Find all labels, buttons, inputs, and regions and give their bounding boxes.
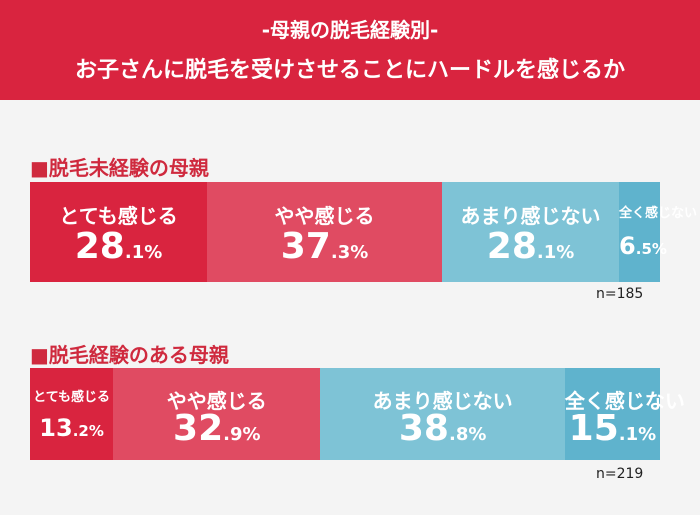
bar-segment-not-at-all: 全く感じない 15.1% xyxy=(564,368,685,460)
stacked-bar-experienced: とても感じる 13.2% やや感じる 32.9% あまり感じない 38.8% 全く感じない 1… xyxy=(30,368,685,460)
segment-category-label: あまり感じない xyxy=(372,388,513,413)
segment-value-label: 6.5% xyxy=(619,232,667,260)
chart-header: -母親の脱毛経験別- お子さんに脱毛を受けさせることにハードルを感じるか xyxy=(0,0,700,100)
segment-value-label: 28.1% xyxy=(74,226,163,267)
group-title-experienced: ■脱毛経験のある母親 xyxy=(30,343,229,367)
segment-value-label: 28.1% xyxy=(486,226,575,267)
segment-category-label: やや感じる xyxy=(166,388,267,413)
bar-segment-not-at-all: 全く感じない 6.5% xyxy=(619,182,698,282)
segment-value-label: 15.1% xyxy=(568,408,657,450)
segment-category-label: とても感じる xyxy=(33,390,111,406)
segment-category-label: あまり感じない xyxy=(460,204,601,228)
segment-category-label: 全く感じない xyxy=(619,206,698,221)
sample-size-experienced: n=219 xyxy=(596,466,644,482)
segment-category-label: とても感じる xyxy=(59,204,178,228)
segment-value-label: 13.2% xyxy=(39,414,104,442)
segment-category-label: やや感じる xyxy=(274,204,375,228)
sample-size-inexperienced: n=185 xyxy=(596,286,644,302)
bar-segment-very: とても感じる 28.1% xyxy=(30,182,208,282)
group-title-inexperienced: ■脱毛未経験の母親 xyxy=(30,156,209,180)
segment-value-label: 32.9% xyxy=(173,408,261,450)
segment-value-label: 38.8% xyxy=(398,408,487,450)
chart-title-line2: お子さんに脱毛を受けさせることにハードルを感じるか xyxy=(74,58,625,83)
segment-value-label: 37.3% xyxy=(280,226,369,267)
chart-title-line1: -母親の脱毛経験別- xyxy=(261,18,439,42)
bar-segment-somewhat: やや感じる 32.9% xyxy=(113,368,321,460)
bar-segment-not-much: あまり感じない 28.1% xyxy=(442,182,620,282)
bar-segment-somewhat: やや感じる 37.3% xyxy=(207,182,442,282)
segment-category-label: 全く感じない xyxy=(564,388,685,413)
bar-segment-very: とても感じる 13.2% xyxy=(30,368,114,460)
stacked-bar-inexperienced: とても感じる 28.1% やや感じる 37.3% あまり感じない 28.1% 全く感じない 6… xyxy=(30,182,698,282)
bar-segment-not-much: あまり感じない 38.8% xyxy=(320,368,565,460)
